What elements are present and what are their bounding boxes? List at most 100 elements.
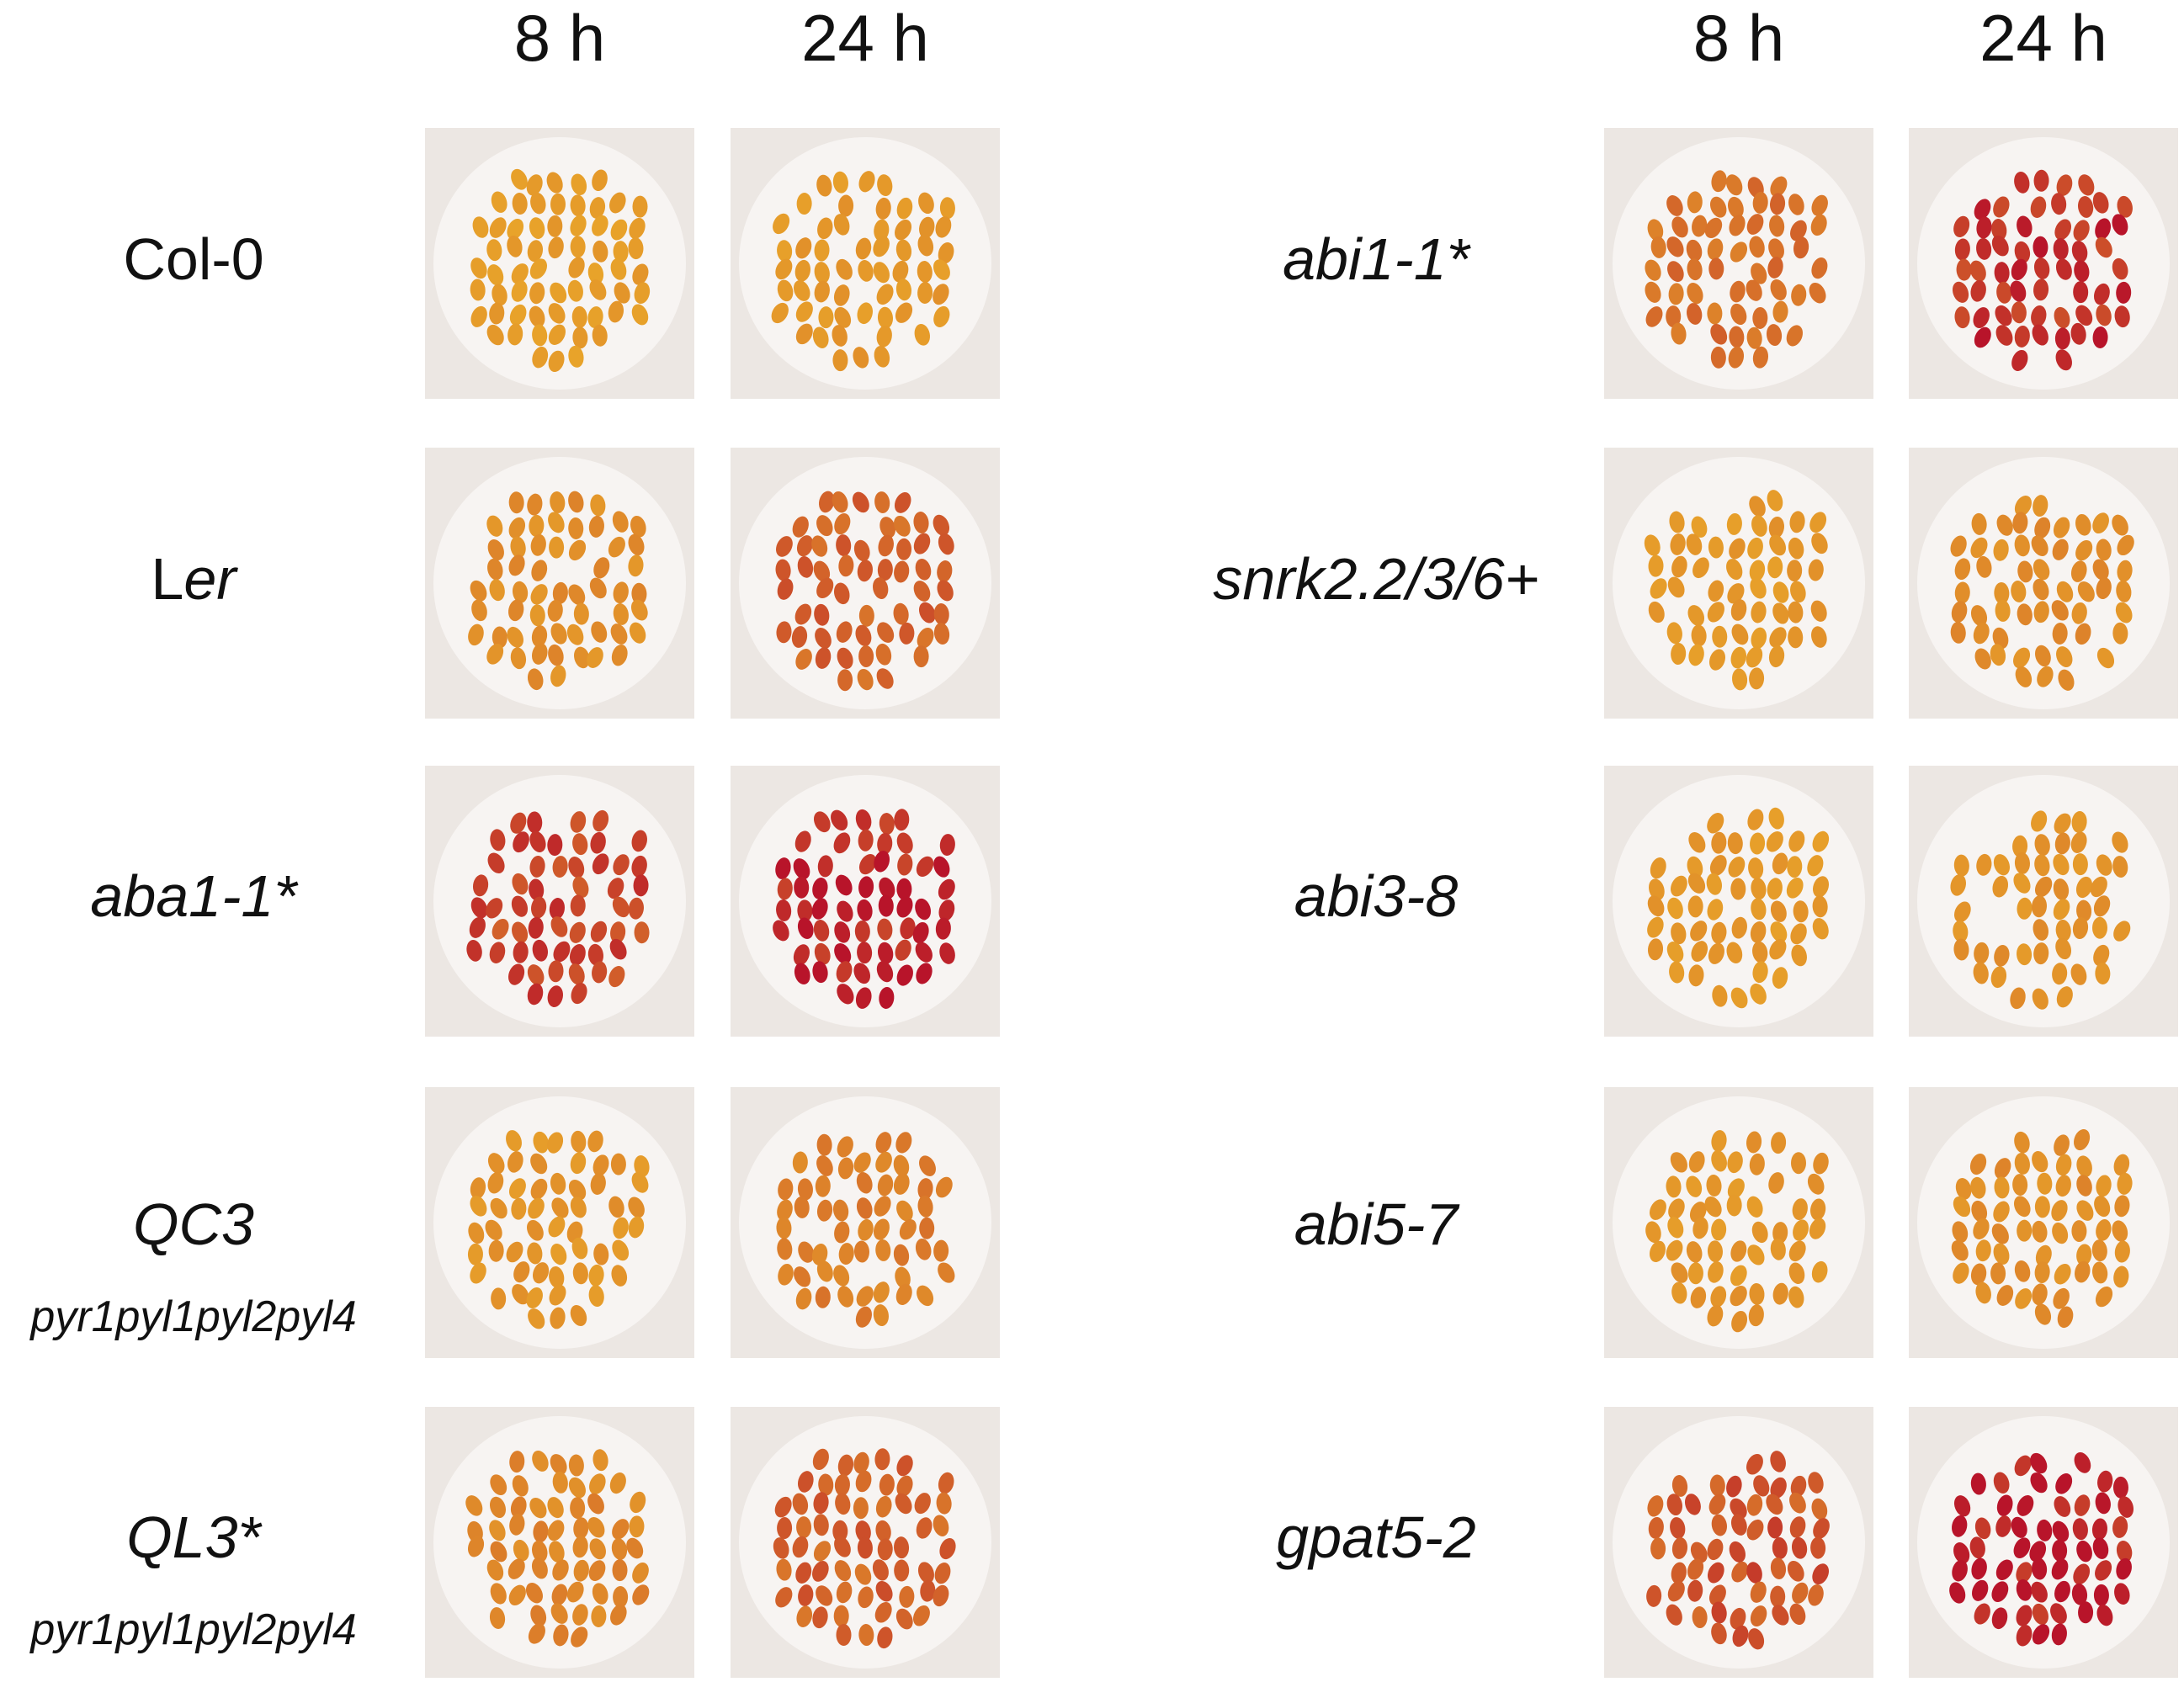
seed	[528, 1197, 545, 1219]
seed	[834, 1560, 852, 1582]
seed	[533, 1131, 549, 1154]
seed	[2076, 1540, 2092, 1563]
seed	[2115, 602, 2133, 623]
seed	[1647, 938, 1664, 961]
seed	[1808, 559, 1824, 581]
row-label-plain: L	[151, 546, 184, 612]
seed	[1704, 1196, 1722, 1218]
seed	[532, 346, 549, 369]
seed	[2092, 1261, 2108, 1284]
seed	[547, 985, 564, 1007]
seed	[613, 1217, 629, 1239]
seed	[1645, 259, 1661, 281]
seed	[937, 560, 953, 582]
seed	[573, 646, 590, 669]
seed	[1954, 581, 1970, 604]
seed	[795, 1287, 812, 1310]
seed	[470, 279, 486, 301]
seed	[816, 1133, 832, 1156]
seed	[912, 921, 929, 944]
seed	[1769, 939, 1787, 960]
seed	[2056, 986, 2073, 1008]
seed	[777, 1238, 793, 1260]
seed	[588, 515, 604, 538]
seed	[2072, 853, 2088, 876]
seed	[857, 302, 873, 325]
seed	[1646, 1584, 1662, 1607]
seed	[532, 1262, 550, 1284]
seed	[2031, 810, 2048, 832]
seed	[913, 533, 931, 554]
seed	[490, 829, 506, 852]
seed	[2071, 811, 2087, 833]
seed	[2034, 517, 2051, 539]
seed	[528, 1623, 545, 1644]
seed	[2054, 306, 2070, 329]
seed	[1711, 831, 1727, 854]
seed	[1790, 923, 1807, 945]
seed	[1687, 258, 1703, 281]
seed	[1769, 215, 1785, 237]
seed	[1953, 1495, 1971, 1517]
seed	[1730, 646, 1747, 669]
seed	[572, 1604, 588, 1626]
seed	[2054, 1580, 2070, 1603]
seed	[774, 1496, 792, 1518]
seed	[1995, 325, 2013, 346]
seed	[1708, 1494, 1726, 1515]
seed	[1671, 643, 1687, 665]
seed	[2012, 835, 2028, 857]
seed	[1793, 1219, 1809, 1241]
seed	[2113, 1154, 2130, 1176]
seed	[486, 324, 504, 346]
seed	[1690, 921, 1708, 942]
seed	[513, 1261, 530, 1283]
seed	[933, 284, 949, 305]
seed	[1730, 1286, 1747, 1307]
seed	[1671, 1562, 1687, 1584]
seed	[2011, 581, 2027, 602]
seed	[796, 1516, 812, 1539]
seed	[2118, 1496, 2134, 1518]
seed	[2034, 1196, 2050, 1218]
seed	[915, 898, 932, 921]
seed	[529, 830, 546, 852]
seed	[917, 1178, 933, 1201]
seed	[2095, 1492, 2111, 1515]
seed	[933, 1239, 949, 1262]
seed	[1970, 1176, 1986, 1199]
seed	[1707, 302, 1723, 325]
seed	[792, 1536, 809, 1558]
seed-dish-photo	[1909, 1407, 2178, 1678]
seed	[1953, 938, 1969, 961]
seed	[570, 215, 587, 236]
seed	[2034, 1261, 2050, 1284]
seed	[893, 602, 909, 625]
seed	[873, 1218, 890, 1240]
seed	[2034, 834, 2050, 857]
seed	[1708, 649, 1726, 671]
seed	[2055, 919, 2071, 942]
seed	[1746, 326, 1762, 349]
seed	[2114, 1240, 2130, 1263]
seed	[530, 1605, 547, 1626]
seed	[815, 1286, 831, 1308]
seed	[792, 1493, 809, 1515]
seed	[466, 940, 482, 962]
seed	[1971, 512, 1987, 535]
seed	[628, 1216, 645, 1239]
seed	[1668, 1198, 1685, 1220]
row-label-qc3: QC3 pyr1pyl1pyl2pyl4	[0, 1191, 387, 1346]
seed	[1770, 1477, 1787, 1499]
seed	[1788, 830, 1805, 852]
seed	[1648, 554, 1664, 577]
seed	[1974, 1517, 1991, 1540]
seed	[873, 1304, 889, 1327]
seed	[2014, 241, 2031, 263]
seed	[2074, 260, 2090, 283]
seed	[589, 197, 606, 219]
seed	[506, 1130, 522, 1152]
seed	[1711, 1218, 1727, 1241]
seed	[816, 174, 832, 197]
seed	[2051, 1623, 2067, 1646]
